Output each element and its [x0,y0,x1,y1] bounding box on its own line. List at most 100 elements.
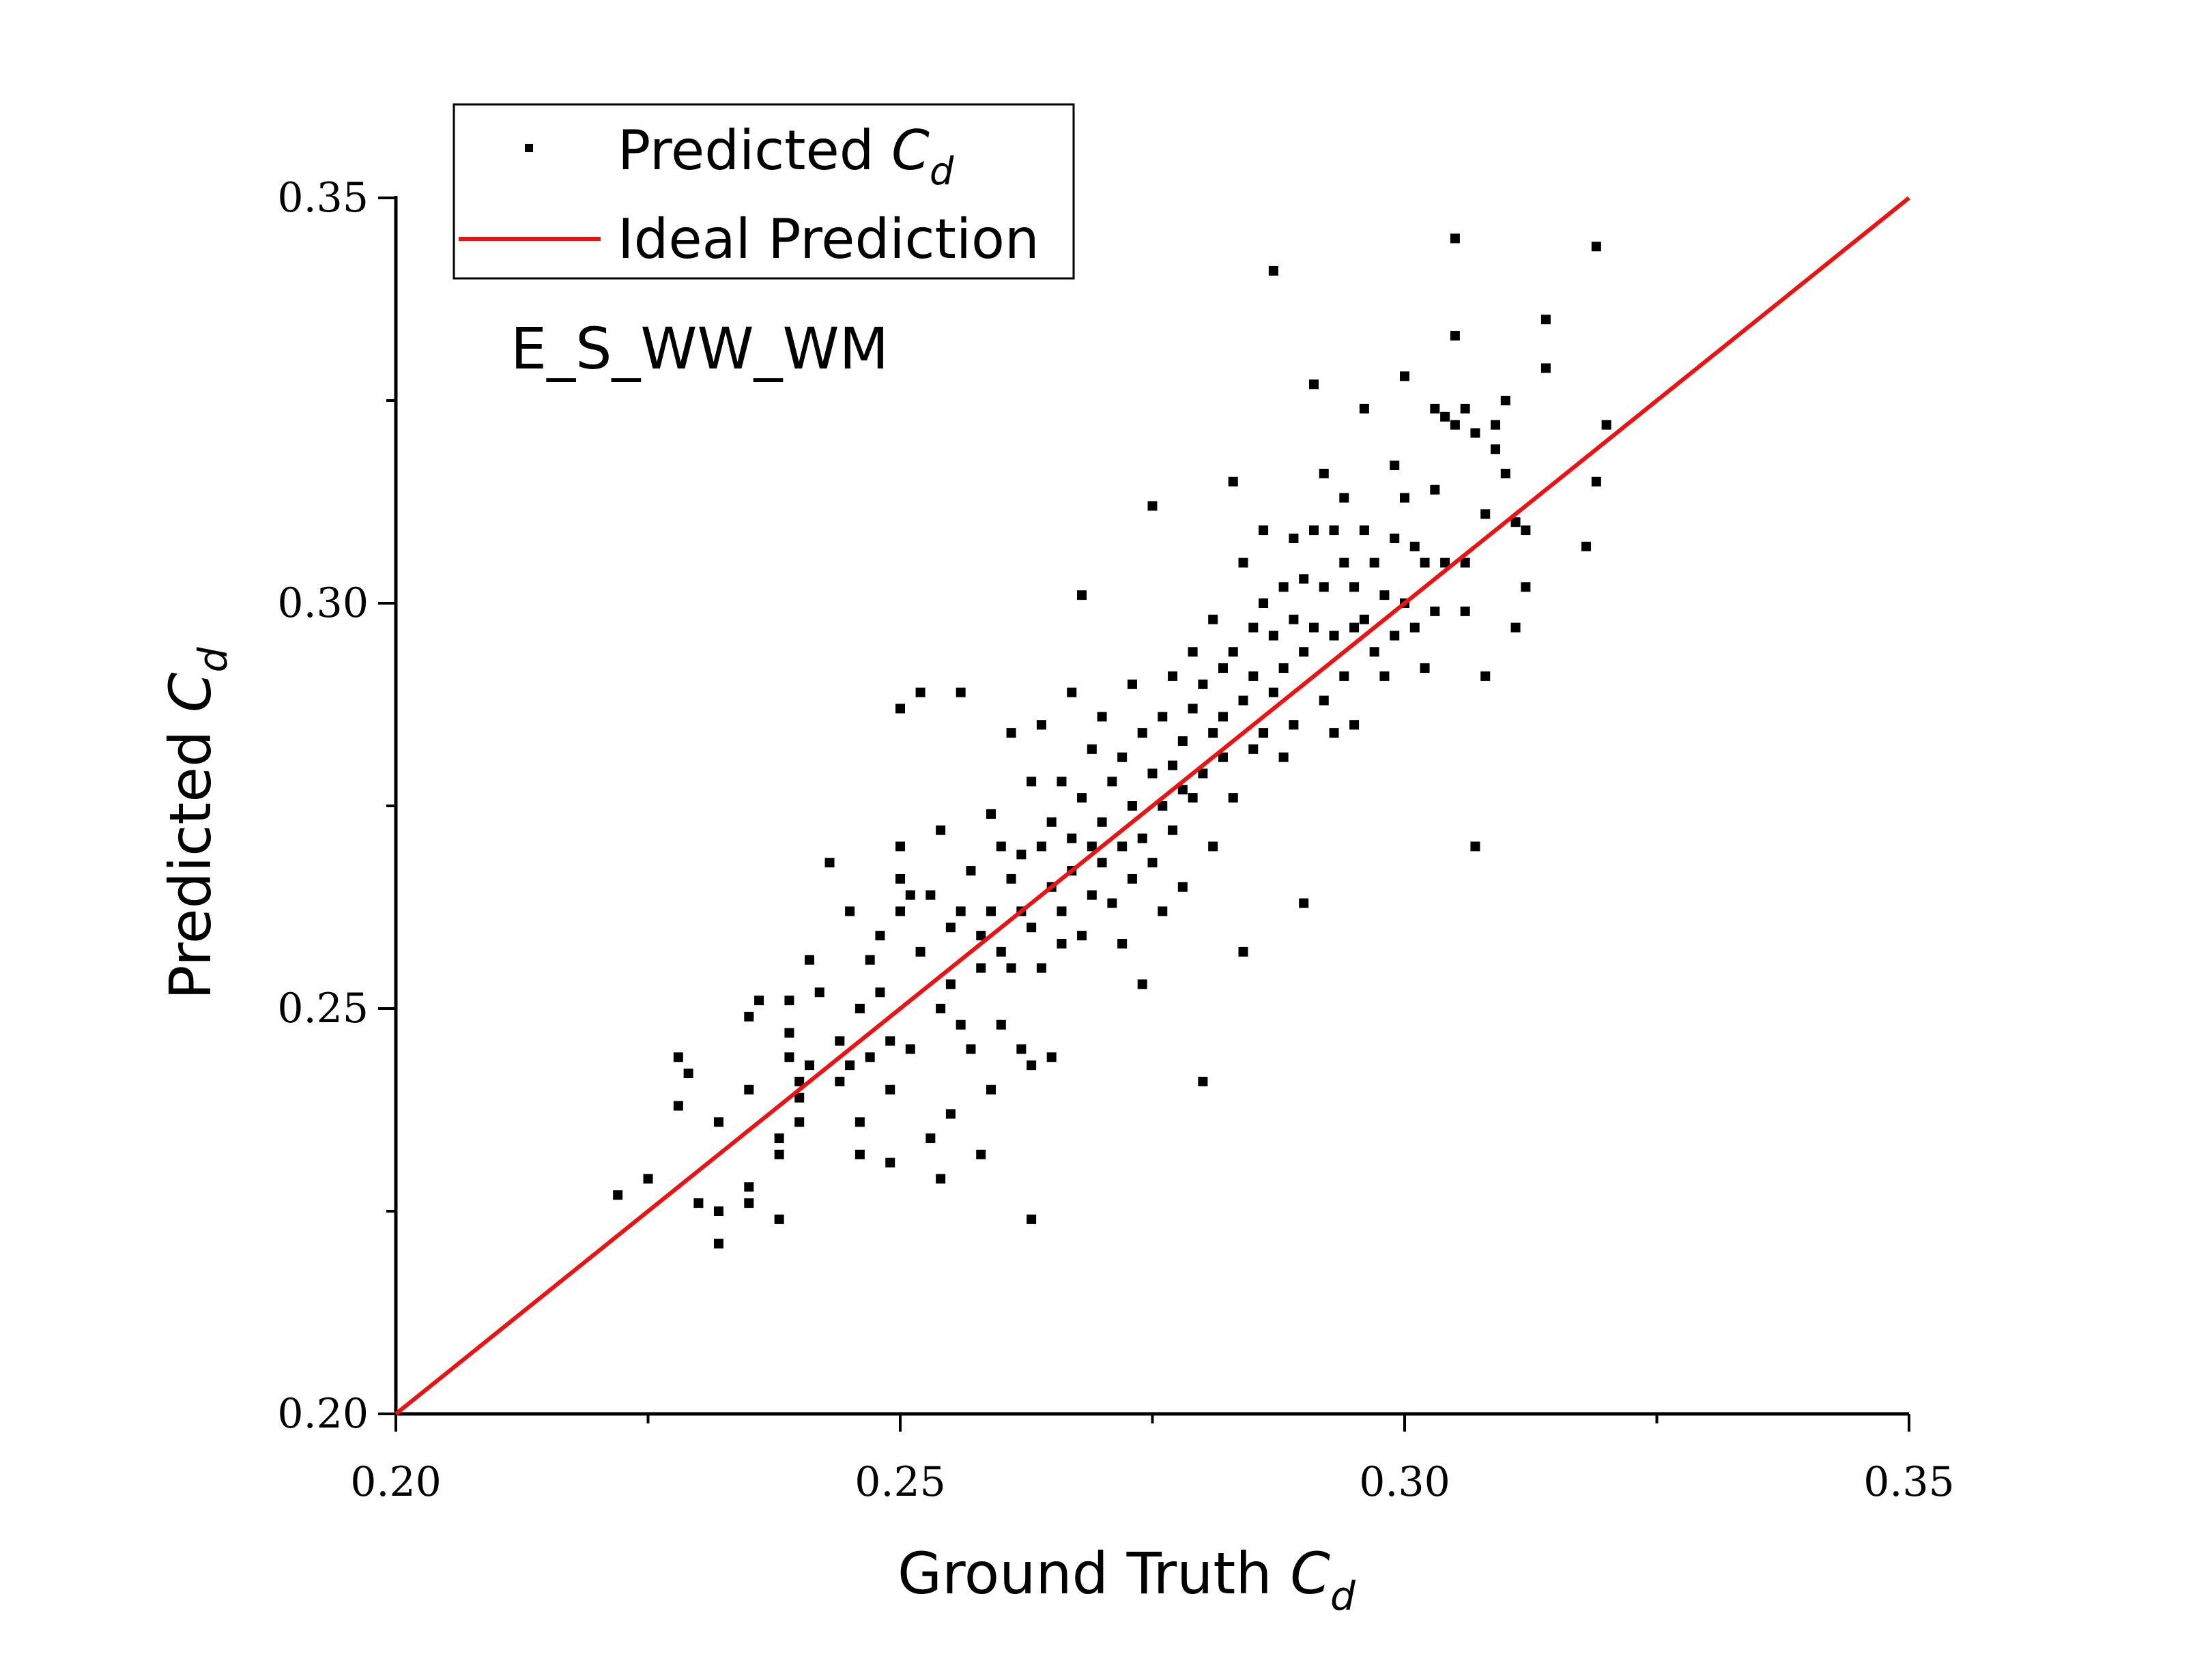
data-point [1168,671,1178,681]
data-point [936,1004,946,1013]
data-point [1369,557,1379,568]
data-point [1308,525,1319,536]
data-point [1450,330,1460,341]
x-tick-label: 0.25 [855,1458,946,1506]
data-point [1087,890,1097,900]
x-tick-label: 0.30 [1359,1458,1450,1506]
data-point [713,1239,723,1249]
data-point [1117,841,1128,852]
data-point [1259,598,1269,608]
data-point [814,987,824,998]
ideal-prediction-line [394,196,1910,1416]
data-point [1430,484,1440,495]
data-point [1359,525,1369,536]
data-point [915,946,926,957]
data-point [1420,663,1430,674]
data-point [754,996,764,1006]
data-point [1067,833,1077,843]
data-point [774,1214,784,1224]
data-point [1409,541,1420,551]
data-point [1137,979,1147,989]
data-point [1400,371,1409,381]
data-point [996,841,1006,852]
data-point [784,1052,794,1062]
data-point [744,1011,754,1022]
data-point [1339,557,1349,568]
data-point [905,1044,915,1054]
data-point [1278,663,1289,674]
data-point [1450,420,1460,430]
data-point [1107,898,1117,908]
data-point [1087,744,1097,754]
data-point [1177,785,1188,795]
data-point [1238,695,1248,706]
data-point [713,1206,723,1216]
data-point [986,1084,996,1095]
data-point [1097,858,1107,868]
data-point [1319,468,1329,478]
data-point [1027,1060,1037,1071]
data-point [1127,801,1137,811]
data-point [1198,1076,1208,1086]
data-point [1390,533,1400,543]
data-point [1480,509,1491,519]
data-point [1027,1214,1037,1224]
data-point [855,1117,865,1127]
data-point [804,1060,814,1071]
data-point [1289,720,1299,730]
dataset-annotation: E_S_WW_WM [511,315,889,382]
data-point [1319,582,1329,592]
data-point [855,1149,865,1159]
data-point [1218,752,1228,762]
data-point [1006,728,1016,738]
data-point [1470,428,1480,438]
data-point [1460,557,1470,568]
data-point [915,687,926,697]
data-point [1601,420,1611,430]
data-point [996,946,1006,957]
data-point [885,1157,895,1168]
data-point [693,1198,704,1208]
data-point [1450,233,1460,244]
data-point [936,1174,946,1184]
data-point [956,1019,966,1030]
data-point [945,979,956,989]
data-point [1339,493,1349,503]
data-point [1510,517,1521,527]
data-point [1259,525,1269,536]
data-point [1228,793,1238,803]
data-point [1339,671,1349,681]
y-tick-label: 0.20 [277,1390,369,1438]
data-point [956,906,966,916]
data-point [1147,768,1158,779]
y-tick-label: 0.35 [277,174,369,222]
data-point [1491,444,1501,454]
data-point [1228,476,1238,487]
data-point [1046,817,1057,827]
data-point [1218,663,1228,674]
data-point [1400,493,1409,503]
data-point [1359,614,1369,624]
data-point [784,1028,794,1038]
data-point [1087,841,1097,852]
data-point [1299,647,1309,657]
data-point [1238,557,1248,568]
data-point [1238,946,1248,957]
data-point [835,1076,845,1086]
data-point [1177,736,1188,746]
data-point [936,825,946,835]
data-point [804,955,814,965]
data-point [673,1101,683,1111]
data-point [875,987,885,998]
data-point [744,1084,754,1095]
data-point [673,1052,683,1062]
data-point [1016,850,1027,860]
data-point [1460,606,1470,616]
data-point [976,963,986,973]
data-point [1289,614,1299,624]
data-point [1158,906,1168,916]
data-point [986,809,996,819]
data-point [1521,582,1531,592]
data-point [1440,557,1450,568]
data-point [905,890,915,900]
